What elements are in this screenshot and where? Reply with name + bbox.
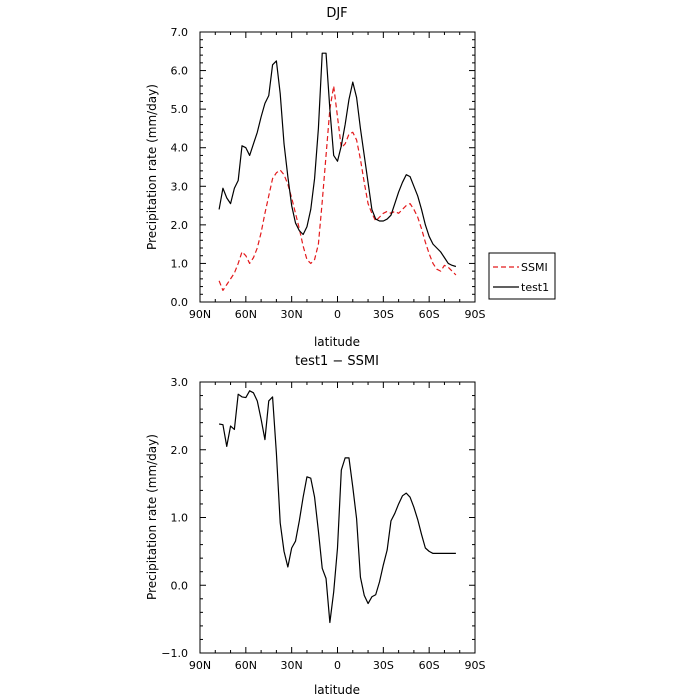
chart-title: test1 − SSMI: [295, 354, 379, 369]
series-line-test1: [218, 52, 457, 268]
y-tick-label: 5.0: [171, 103, 189, 116]
y-tick-label: 2.0: [171, 444, 189, 457]
axis-ticks: [199, 381, 476, 654]
x-tick-labels: 90N 60N 30N 0 30S 60S 90S: [189, 308, 486, 321]
x-tick-label: 60N: [235, 308, 257, 321]
y-tick-label: 7.0: [171, 26, 189, 39]
series-line-ssmi: [218, 85, 457, 292]
y-tick-label: 2.0: [171, 219, 189, 232]
x-tick-label: 90N: [189, 308, 211, 321]
x-tick-label: 0: [334, 659, 341, 672]
legend-label-test1: test1: [521, 281, 549, 294]
x-tick-label: 60S: [419, 659, 440, 672]
y-tick-labels: 0.0 1.0 2.0 3.0 4.0 5.0 6.0 7.0: [171, 26, 189, 309]
series-line-difference: [218, 390, 456, 624]
chart-title: DJF: [326, 6, 347, 21]
x-tick-label: 60S: [419, 308, 440, 321]
x-tick-label: 30S: [373, 308, 394, 321]
series-lines: [218, 390, 456, 624]
djf-chart: DJF 90N 60N 30N 0 30S 60S 90S 0.0 1.0 2.0 3.0 4.0 5…: [145, 6, 556, 349]
difference-chart: test1 − SSMI 90N 60N 30N 0 30S 60S 90S −1.0 0.0…: [145, 354, 486, 697]
x-tick-label: 90S: [465, 308, 486, 321]
y-tick-label: 3.0: [171, 376, 189, 389]
legend-label-ssmi: SSMI: [521, 261, 548, 274]
y-tick-label: −1.0: [161, 647, 188, 660]
x-tick-label: 30N: [281, 659, 303, 672]
legend-box: [488, 252, 556, 300]
y-tick-label: 1.0: [171, 257, 189, 270]
y-tick-labels: −1.0 0.0 1.0 2.0 3.0: [161, 376, 188, 660]
x-tick-labels: 90N 60N 30N 0 30S 60S 90S: [189, 659, 486, 672]
x-tick-label: 90N: [189, 659, 211, 672]
axis-ticks: [199, 31, 476, 303]
y-tick-label: 0.0: [171, 296, 189, 309]
y-axis-title: Precipitation rate (mm/day): [145, 434, 159, 600]
y-tick-label: 1.0: [171, 512, 189, 525]
y-tick-label: 4.0: [171, 142, 189, 155]
y-tick-label: 0.0: [171, 579, 189, 592]
y-tick-label: 6.0: [171, 65, 189, 78]
x-tick-label: 30N: [281, 308, 303, 321]
series-lines: [218, 52, 457, 292]
x-tick-label: 0: [334, 308, 341, 321]
y-axis-title: Precipitation rate (mm/day): [145, 84, 159, 250]
x-axis-title: latitude: [314, 683, 360, 697]
x-tick-label: 30S: [373, 659, 394, 672]
y-tick-label: 3.0: [171, 180, 189, 193]
x-tick-label: 60N: [235, 659, 257, 672]
legend: SSMI test1: [488, 252, 556, 300]
x-axis-title: latitude: [314, 335, 360, 349]
x-tick-label: 90S: [465, 659, 486, 672]
